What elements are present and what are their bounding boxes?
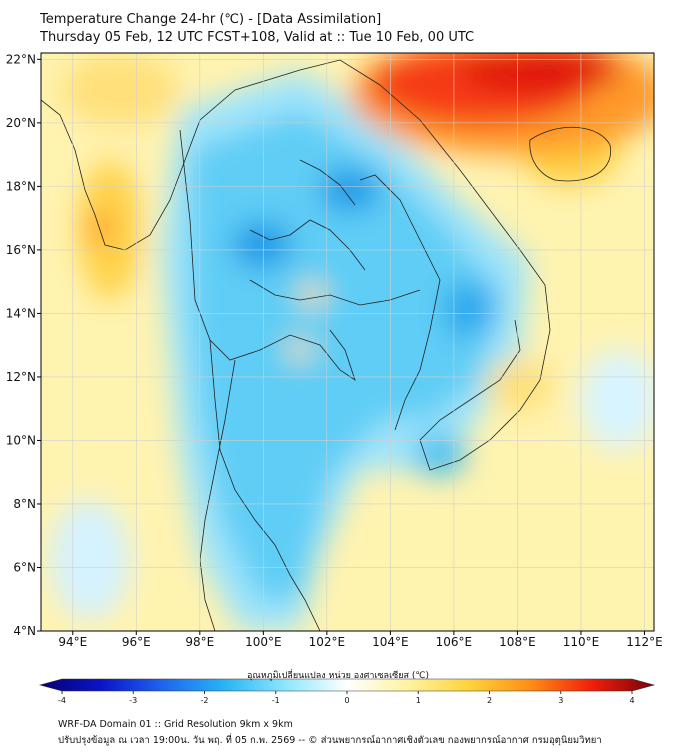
lon-tick-label: 98°E [185,635,214,649]
lon-tick-label: 112°E [626,635,663,649]
latitude-ticks: 4°N 6°N 8°N 10°N 12°N 14°N 16°N 18°N 20°N 22°N [6,52,41,638]
lon-tick-label: 110°E [563,635,600,649]
map-frame [40,52,655,632]
colorbar-tick-label: -4 [58,696,66,705]
colorbar-tick-label: 4 [629,696,634,705]
colorbar: -4 -3 -2 -1 0 1 2 3 4 [38,678,656,705]
map-title: Temperature Change 24-hr (℃) - [Data Ass… [40,12,382,27]
colorbar-tick-label: 3 [558,696,563,705]
lat-tick-label: 10°N [6,433,36,447]
lon-tick-label: 102°E [309,635,346,649]
map-subtitle: Thursday 05 Feb, 12 UTC FCST+108, Valid … [40,30,475,45]
temperature-field [41,53,654,631]
lon-tick-label: 106°E [436,635,473,649]
lat-tick-label: 6°N [13,560,36,574]
lon-tick-label: 94°E [58,635,87,649]
lat-tick-label: 8°N [13,497,36,511]
lat-tick-label: 20°N [6,116,36,130]
longitude-ticks: 94°E 96°E 98°E 100°E 102°E 104°E 106°E 108°E 110… [58,631,663,649]
lon-tick-label: 96°E [122,635,151,649]
colorbar-tick-label: 0 [344,696,349,705]
grid-lines [41,53,654,631]
colorbar-tick-label: -1 [272,696,280,705]
lon-tick-label: 108°E [499,635,536,649]
lat-tick-label: 12°N [6,370,36,384]
colorbar-tick-label: 1 [416,696,421,705]
lat-tick-label: 18°N [6,179,36,193]
footer-model-info: WRF-DA Domain 01 :: Grid Resolution 9km … [58,719,293,730]
colorbar-tick-label: -2 [201,696,209,705]
lat-tick-label: 14°N [6,306,36,320]
lat-tick-label: 16°N [6,243,36,257]
lon-tick-label: 100°E [245,635,282,649]
colorbar-tick-label: -3 [129,696,137,705]
colorbar-label: อุณหภูมิเปลี่ยนแปลง หน่วย องศาเซลเซียส (… [246,671,430,681]
lat-tick-label: 4°N [13,624,36,638]
lon-tick-label: 104°E [372,635,409,649]
coastlines [41,59,612,631]
footer-update-info: ปรับปรุงข้อมูล ณ เวลา 19:00น. วัน พฤ. ที… [58,735,602,746]
lat-tick-label: 22°N [6,52,36,66]
colorbar-tick-label: 2 [487,696,492,705]
